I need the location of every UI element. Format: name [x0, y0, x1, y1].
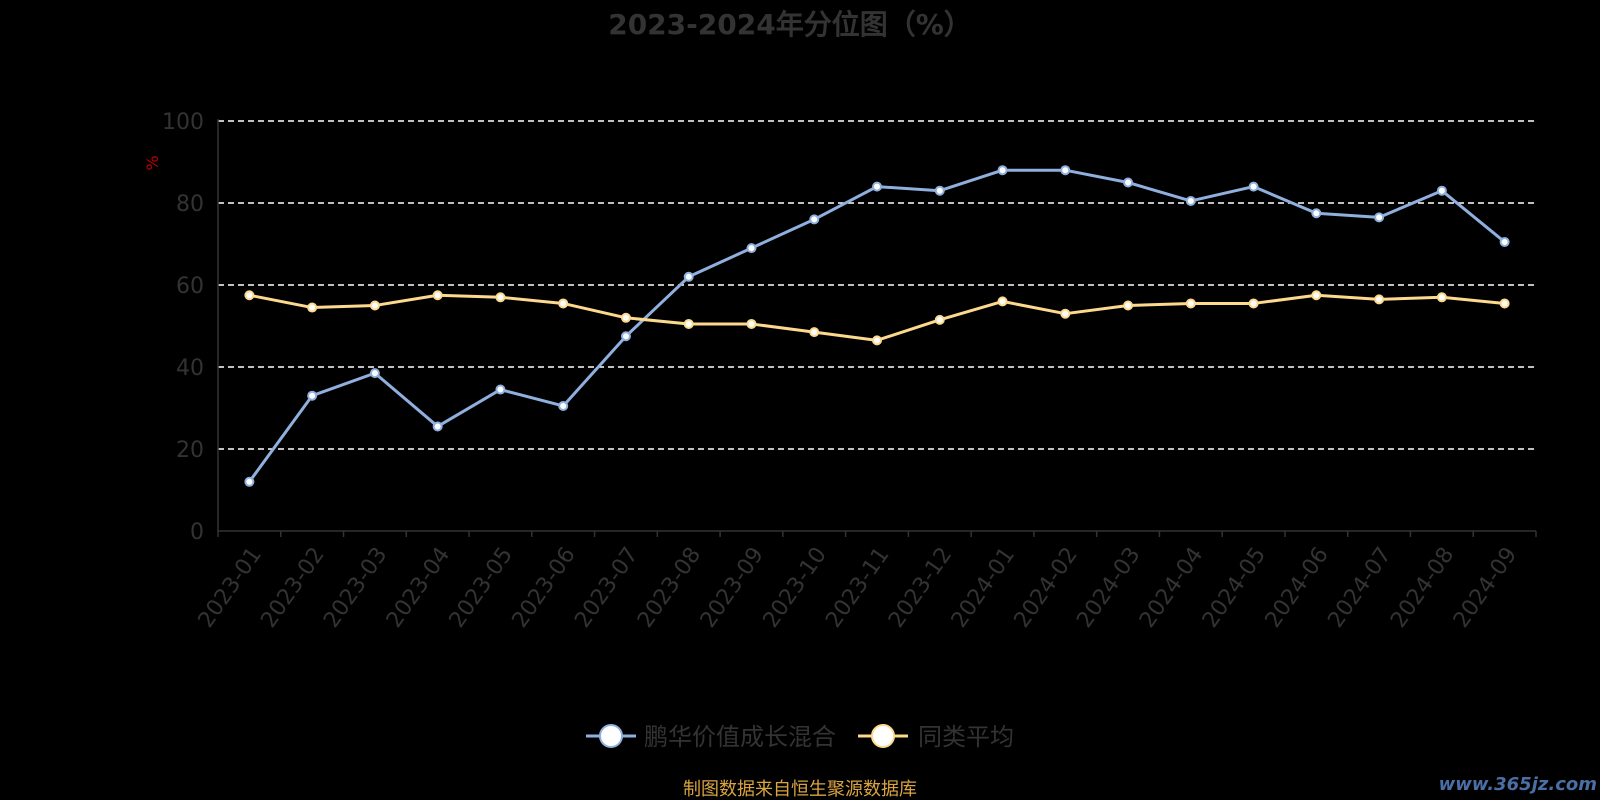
y-tick-0: 0 [190, 520, 204, 545]
data-point-s0-6 [620, 331, 631, 342]
data-point-s1-13 [1060, 308, 1071, 319]
x-tick-2024-06: 2024-06 [1261, 543, 1334, 633]
data-point-s0-9 [809, 214, 820, 225]
x-tick-2023-08: 2023-08 [633, 543, 706, 633]
data-point-s0-0 [244, 476, 255, 487]
y-tick-80: 80 [176, 192, 204, 217]
series-line-1 [249, 293, 1505, 342]
x-tick-2023-03: 2023-03 [319, 543, 392, 633]
data-point-s0-11 [934, 185, 945, 196]
data-point-s1-6 [620, 312, 631, 323]
data-point-s0-17 [1311, 208, 1322, 219]
x-tick-2023-01: 2023-01 [194, 543, 267, 633]
data-point-s1-17 [1311, 290, 1322, 301]
data-point-s1-9 [809, 327, 820, 338]
data-point-s0-20 [1499, 236, 1510, 247]
y-tick-40: 40 [176, 356, 204, 381]
x-tick-2024-01: 2024-01 [947, 543, 1020, 633]
data-point-s0-13 [1060, 165, 1071, 176]
y-axis-label: % [143, 155, 162, 170]
x-tick-2023-12: 2023-12 [884, 543, 957, 633]
data-point-s1-7 [683, 318, 694, 329]
data-point-s0-16 [1248, 181, 1259, 192]
x-tick-2023-11: 2023-11 [821, 543, 894, 633]
data-point-s0-7 [683, 271, 694, 282]
data-point-s0-3 [432, 421, 443, 432]
x-tick-2024-03: 2024-03 [1072, 543, 1145, 633]
x-tick-2024-02: 2024-02 [1010, 543, 1083, 633]
data-point-s1-0 [244, 290, 255, 301]
data-point-s0-12 [997, 165, 1008, 176]
x-tick-labels: 2023-012023-022023-032023-042023-052023-… [194, 543, 1522, 633]
data-point-s1-15 [1185, 298, 1196, 309]
y-tick-100: 100 [162, 110, 204, 135]
data-point-s1-2 [369, 300, 380, 311]
axes [217, 119, 1537, 537]
x-tick-2024-09: 2024-09 [1449, 543, 1522, 633]
series-lines [244, 165, 1510, 487]
data-point-s0-5 [558, 400, 569, 411]
data-point-s0-15 [1185, 195, 1196, 206]
legend-label: 鹏华价值成长混合 [644, 723, 836, 751]
data-point-s0-2 [369, 368, 380, 379]
data-point-s1-18 [1374, 294, 1385, 305]
x-tick-2023-10: 2023-10 [759, 543, 832, 633]
data-point-s1-4 [495, 292, 506, 303]
x-tick-2024-05: 2024-05 [1198, 543, 1271, 633]
chart-title: 2023-2024年分位图（%） [608, 8, 972, 41]
legend-item-1[interactable]: 同类平均 [858, 723, 1014, 751]
data-point-s1-12 [997, 296, 1008, 307]
data-point-s1-20 [1499, 298, 1510, 309]
data-point-s1-14 [1123, 300, 1134, 311]
x-tick-2023-05: 2023-05 [445, 543, 518, 633]
x-tick-2024-04: 2024-04 [1135, 543, 1208, 633]
x-tick-2023-06: 2023-06 [508, 543, 581, 633]
data-point-s1-19 [1436, 292, 1447, 303]
watermark: www.365jz.com [1439, 774, 1597, 795]
legend-item-0[interactable]: 鹏华价值成长混合 [586, 723, 836, 751]
data-point-s0-19 [1436, 185, 1447, 196]
data-point-s1-1 [307, 302, 318, 313]
data-point-s0-1 [307, 390, 318, 401]
data-point-s1-10 [872, 335, 882, 346]
data-point-s1-3 [432, 290, 443, 301]
data-point-s0-18 [1374, 212, 1385, 223]
x-tick-2024-07: 2024-07 [1323, 543, 1396, 633]
data-point-s0-14 [1123, 177, 1134, 188]
source-note: 制图数据来自恒生聚源数据库 [683, 779, 917, 800]
data-point-s0-8 [746, 243, 757, 254]
legend-swatch-marker [871, 724, 895, 748]
x-tick-2023-04: 2023-04 [382, 543, 455, 633]
x-tick-2023-02: 2023-02 [256, 543, 329, 633]
data-point-s0-10 [872, 181, 882, 192]
x-tick-2023-09: 2023-09 [696, 543, 769, 633]
y-tick-60: 60 [176, 274, 204, 299]
x-tick-2024-08: 2024-08 [1386, 543, 1459, 633]
data-point-s1-5 [558, 298, 569, 309]
data-point-s1-8 [746, 318, 757, 329]
data-point-s0-4 [495, 384, 506, 395]
y-tick-20: 20 [176, 438, 204, 463]
legend-label: 同类平均 [918, 723, 1014, 751]
x-tick-2023-07: 2023-07 [570, 543, 643, 633]
data-point-s1-16 [1248, 298, 1259, 309]
y-tick-labels: 0 20 40 60 80 100 [162, 110, 204, 545]
legend-swatch-marker [599, 724, 623, 748]
data-point-s1-11 [934, 314, 945, 325]
gridlines [218, 120, 1536, 450]
legend[interactable]: 鹏华价值成长混合 同类平均 [586, 723, 1014, 751]
